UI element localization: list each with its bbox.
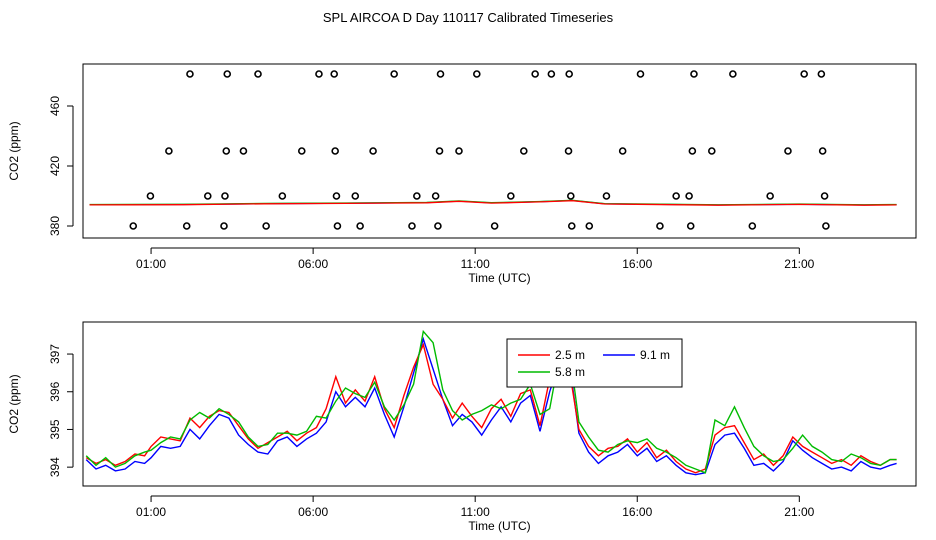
data-point (822, 222, 830, 230)
data-point (436, 70, 445, 78)
data-point (146, 192, 155, 200)
x-axis-label: Time (UTC) (468, 519, 530, 533)
data-point (408, 222, 416, 230)
data-point (685, 192, 693, 200)
data-point (182, 222, 191, 230)
data-point (455, 147, 463, 155)
data-point (356, 222, 364, 230)
data-point (165, 147, 173, 155)
legend-label: 5.8 m (555, 365, 585, 379)
bottom-plot-panel: 01:00 06:00 11:00 16:00 21:00 Time (UTC) 394 39… (7, 321, 917, 533)
legend-label: 9.1 m (640, 348, 670, 362)
data-point (820, 192, 829, 200)
data-point (333, 222, 342, 230)
data-point (369, 147, 377, 155)
data-point (567, 192, 575, 200)
y-tick-label: 380 (48, 216, 62, 236)
series-line-9-1-m (85, 336, 897, 476)
x-tick-label: 21:00 (784, 257, 814, 271)
data-point (818, 147, 827, 155)
y-tick-label: 460 (48, 96, 62, 116)
data-point (748, 222, 757, 230)
y-tick-label: 396 (48, 381, 62, 401)
y-tick-label: 420 (48, 156, 62, 176)
data-point (686, 222, 695, 230)
data-point (547, 70, 556, 78)
data-point (490, 222, 499, 230)
data-point (688, 147, 697, 155)
data-point (602, 192, 611, 200)
data-point (330, 70, 338, 78)
data-point (278, 192, 287, 200)
x-tick-label: 06:00 (298, 257, 328, 271)
data-point (351, 192, 360, 200)
data-point (784, 147, 792, 155)
x-tick-label: 21:00 (784, 505, 814, 519)
data-point (656, 222, 664, 230)
x-tick-label: 11:00 (461, 257, 490, 271)
chart-title: SPL AIRCOA D Day 110117 Calibrated Times… (323, 10, 614, 25)
data-point (331, 147, 339, 155)
data-point (708, 147, 716, 155)
data-point (435, 147, 444, 155)
data-point (129, 222, 138, 230)
y-tick-label: 395 (48, 419, 62, 439)
data-point (390, 70, 398, 78)
data-point (297, 147, 306, 155)
data-point (431, 192, 440, 200)
data-point (800, 70, 808, 78)
series-line-5-8-m (85, 329, 897, 474)
data-point (766, 192, 774, 200)
data-point (473, 70, 481, 78)
data-point (672, 192, 680, 200)
data-point (203, 192, 212, 200)
data-point (531, 70, 539, 78)
data-point (239, 147, 248, 155)
data-point (729, 70, 737, 78)
y-axis-label: CO2 (ppm) (7, 121, 21, 180)
x-tick-label: 16:00 (622, 257, 652, 271)
data-point (223, 70, 232, 78)
series-line-2-5-m (89, 200, 897, 206)
x-tick-label: 06:00 (298, 505, 328, 519)
plot-frame (82, 63, 917, 239)
data-point (520, 147, 528, 155)
data-point (254, 70, 262, 78)
y-tick-label: 394 (48, 457, 62, 477)
data-point (567, 222, 576, 230)
data-point (413, 192, 421, 200)
data-point (565, 70, 573, 78)
series-line-2-5-m (85, 342, 897, 474)
data-point (315, 70, 323, 78)
x-axis-label: Time (UTC) (468, 271, 530, 285)
y-axis-label: CO2 (ppm) (7, 374, 21, 433)
data-point (618, 147, 627, 155)
plot-frame (82, 321, 917, 487)
legend-label: 2.5 m (555, 348, 585, 362)
legend: 2.5 m 9.1 m 5.8 m (506, 338, 683, 388)
x-tick-label: 16:00 (622, 505, 652, 519)
top-plot-panel: 01:00 06:00 11:00 16:00 21:00 Time (UTC) 380 42… (7, 63, 917, 285)
data-point (220, 222, 228, 230)
data-point (332, 192, 341, 200)
data-point (585, 222, 594, 230)
data-point (262, 222, 270, 230)
data-point (186, 70, 194, 78)
data-point (434, 222, 442, 230)
data-point (564, 147, 573, 155)
y-tick-label: 397 (48, 344, 62, 364)
data-point (222, 147, 231, 155)
legend-box (506, 338, 683, 388)
data-point (507, 192, 515, 200)
data-point (817, 70, 826, 78)
data-point (636, 70, 645, 78)
x-tick-label: 11:00 (461, 505, 490, 519)
x-tick-label: 01:00 (136, 505, 166, 519)
data-point (690, 70, 698, 78)
data-point (221, 192, 229, 200)
x-tick-label: 01:00 (136, 257, 166, 271)
